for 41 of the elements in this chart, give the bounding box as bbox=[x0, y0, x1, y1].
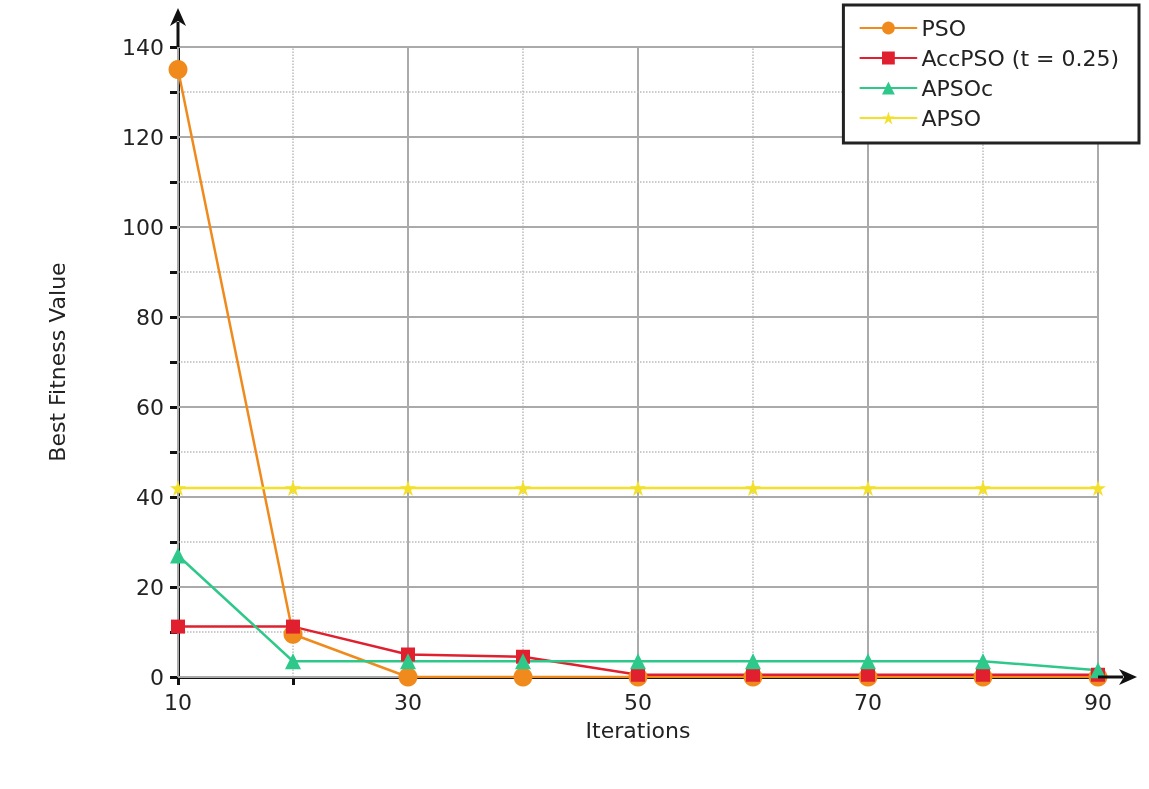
legend-label: APSOc bbox=[921, 75, 994, 101]
point bbox=[400, 653, 416, 670]
x-tick-label: 90 bbox=[1084, 689, 1112, 715]
y-tick-label: 100 bbox=[122, 214, 164, 240]
point bbox=[630, 653, 646, 670]
point bbox=[860, 653, 876, 670]
y-tick-label: 60 bbox=[136, 394, 164, 420]
y-tick-label: 120 bbox=[122, 124, 164, 150]
point bbox=[285, 480, 301, 496]
y-tick-label: 80 bbox=[136, 304, 164, 330]
point bbox=[171, 619, 185, 634]
point bbox=[975, 653, 991, 670]
point bbox=[400, 480, 416, 496]
point bbox=[860, 480, 876, 496]
point bbox=[745, 480, 761, 496]
point bbox=[168, 60, 188, 79]
x-tick-label: 10 bbox=[164, 689, 192, 715]
point bbox=[745, 653, 761, 670]
y-tick-label: 40 bbox=[136, 484, 164, 510]
x-tick-label: 30 bbox=[394, 689, 422, 715]
x-tick-label: 70 bbox=[854, 689, 882, 715]
point bbox=[515, 480, 531, 496]
y-tick-label: 140 bbox=[122, 34, 164, 60]
point bbox=[398, 667, 418, 687]
point bbox=[1090, 480, 1106, 496]
point bbox=[170, 547, 186, 564]
point bbox=[170, 480, 186, 496]
point bbox=[630, 480, 646, 496]
point bbox=[515, 653, 531, 670]
x-axis-title: Iterations bbox=[585, 717, 691, 743]
y-tick-label: 0 bbox=[150, 664, 164, 690]
legend-label: PSO bbox=[921, 15, 966, 41]
point bbox=[286, 619, 300, 634]
legend-label: APSO bbox=[921, 105, 982, 131]
y-axis-title: Best Fitness Value bbox=[44, 262, 70, 462]
point bbox=[975, 480, 991, 496]
x-tick-label: 50 bbox=[624, 689, 652, 715]
y-tick-label: 20 bbox=[136, 574, 164, 600]
legend-label: AccPSO (t = 0.25) bbox=[921, 45, 1119, 71]
point bbox=[513, 667, 533, 687]
point bbox=[285, 653, 301, 670]
